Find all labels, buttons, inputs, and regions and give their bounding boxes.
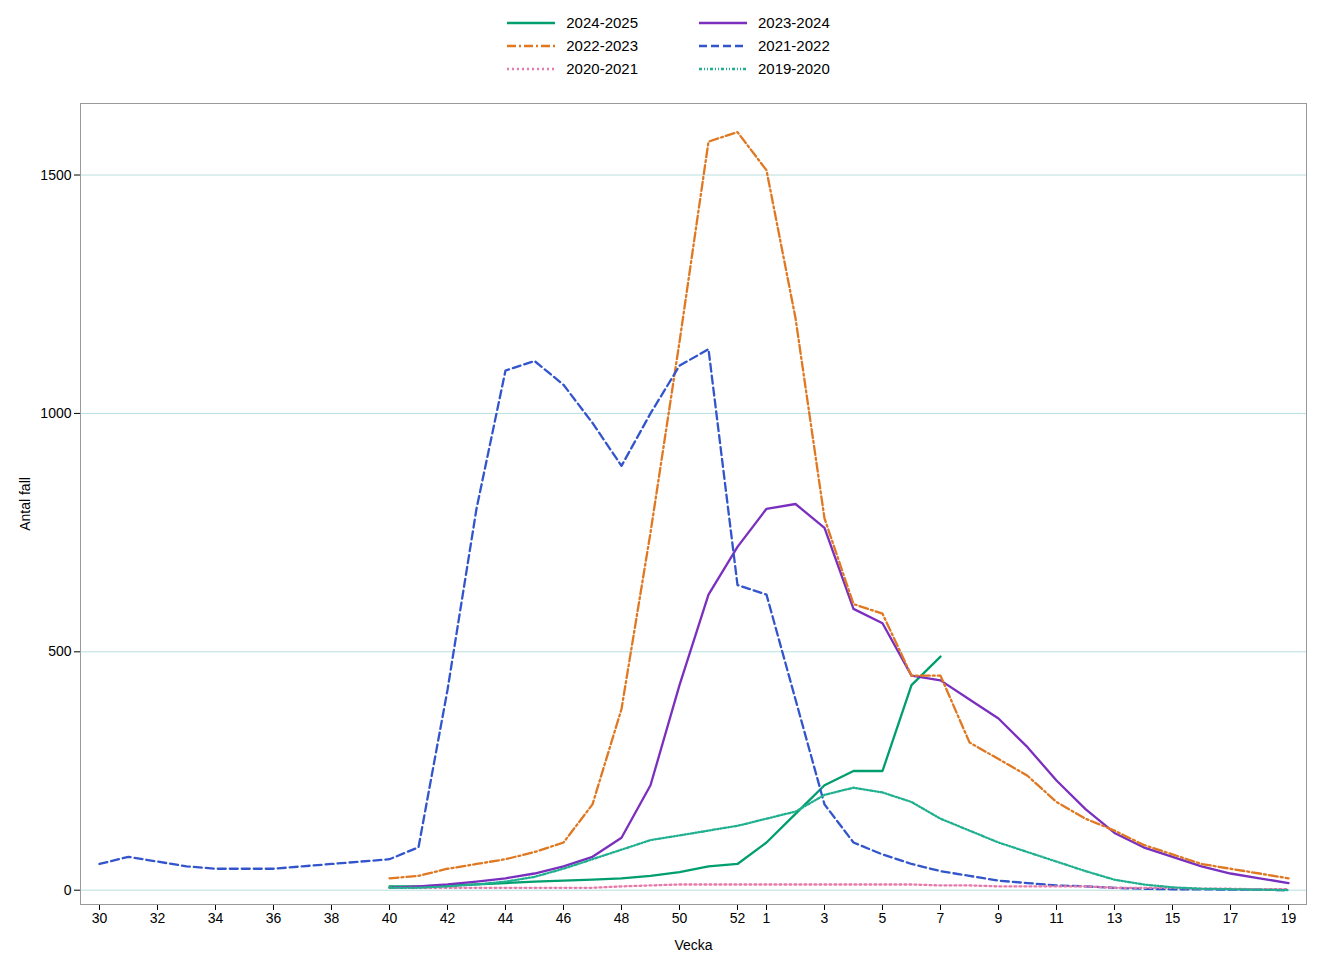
svg-text:30: 30 bbox=[92, 910, 108, 926]
html-text:2019-2020: 2019-2020 bbox=[758, 60, 830, 77]
svg-text:7: 7 bbox=[937, 910, 945, 926]
svg-text:40: 40 bbox=[382, 910, 398, 926]
html-text:2020-2021: 2020-2021 bbox=[566, 60, 638, 77]
svg-text:Antal fall: Antal fall bbox=[17, 477, 33, 531]
html-text:2022-2023: 2022-2023 bbox=[566, 37, 638, 54]
html-text:2024-2025: 2024-2025 bbox=[566, 14, 638, 31]
svg-text:15: 15 bbox=[1165, 910, 1181, 926]
svg-text:34: 34 bbox=[208, 910, 224, 926]
html-text:2023-2024: 2023-2024 bbox=[758, 14, 830, 31]
svg-text:5: 5 bbox=[879, 910, 887, 926]
svg-text:1500: 1500 bbox=[40, 166, 71, 182]
svg-text:3: 3 bbox=[821, 910, 829, 926]
svg-text:13: 13 bbox=[1107, 910, 1123, 926]
svg-text:9: 9 bbox=[995, 910, 1003, 926]
svg-text:36: 36 bbox=[266, 910, 282, 926]
svg-text:1: 1 bbox=[763, 910, 771, 926]
svg-text:52: 52 bbox=[730, 910, 746, 926]
svg-text:17: 17 bbox=[1223, 910, 1239, 926]
svg-text:48: 48 bbox=[614, 910, 630, 926]
svg-text:44: 44 bbox=[498, 910, 514, 926]
svg-text:19: 19 bbox=[1281, 910, 1297, 926]
svg-text:32: 32 bbox=[150, 910, 166, 926]
svg-text:38: 38 bbox=[324, 910, 340, 926]
svg-text:1000: 1000 bbox=[40, 405, 71, 421]
svg-text:0: 0 bbox=[64, 882, 72, 898]
svg-text:42: 42 bbox=[440, 910, 456, 926]
svg-text:Vecka: Vecka bbox=[674, 937, 712, 953]
html-text:2021-2022: 2021-2022 bbox=[758, 37, 830, 54]
svg-text:50: 50 bbox=[672, 910, 688, 926]
svg-text:500: 500 bbox=[48, 643, 72, 659]
svg-text:11: 11 bbox=[1049, 910, 1064, 926]
svg-text:46: 46 bbox=[556, 910, 572, 926]
